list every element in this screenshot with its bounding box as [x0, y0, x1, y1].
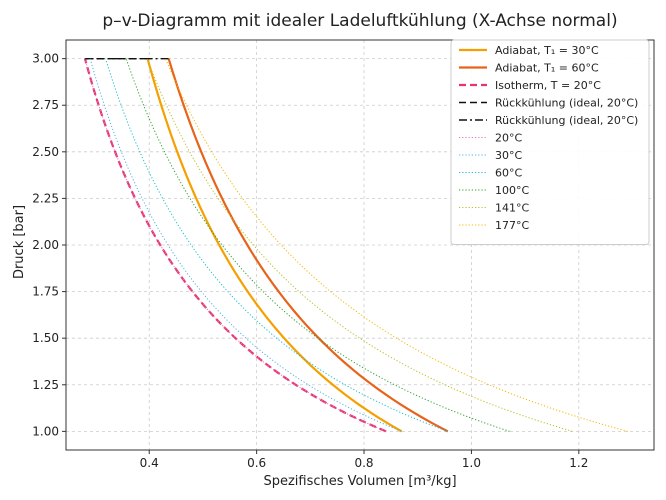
y-tick-label: 2.00 — [32, 238, 59, 252]
y-tick-label: 1.75 — [32, 285, 59, 299]
legend-label: Rückkühlung (ideal, 20°C) — [495, 114, 638, 127]
y-tick-label: 3.00 — [32, 52, 59, 66]
x-tick-label: 0.8 — [354, 456, 373, 470]
x-axis-label: Spezifisches Volumen [m³/kg] — [263, 474, 456, 489]
series-line — [146, 58, 403, 433]
y-tick-label: 1.25 — [32, 378, 59, 392]
legend-label: Adiabat, T₁ = 30°C — [495, 44, 599, 57]
legend-label: 141°C — [495, 202, 529, 215]
tick-layer: 0.4 0.6 0.8 1.0 1.2 1.00 1.25 1.50 1.75 2.00 2.25 2… — [32, 52, 588, 470]
series-line — [167, 58, 449, 433]
legend: Adiabat, T₁ = 30°C Adiabat, T₁ = 60°C Isot… — [450, 39, 650, 245]
legend-label: 100°C — [495, 184, 529, 197]
series-line — [89, 58, 402, 432]
legend-label: Rückkühlung (ideal, 20°C) — [495, 97, 638, 110]
y-tick-label: 2.50 — [32, 145, 59, 159]
legend-label: 177°C — [495, 219, 529, 232]
x-tick-label: 0.4 — [140, 456, 159, 470]
series-layer — [83, 57, 628, 433]
y-tick-label: 1.00 — [32, 424, 59, 438]
y-tick-label: 1.50 — [32, 331, 59, 345]
series-line — [146, 58, 573, 432]
series-line — [84, 58, 387, 432]
x-tick-label: 1.0 — [462, 456, 481, 470]
series-line — [125, 58, 510, 432]
legend-label: 30°C — [495, 149, 522, 162]
legend-box — [450, 39, 650, 245]
legend-label: Isotherm, T = 20°C — [495, 79, 601, 92]
legend-label: 60°C — [495, 167, 522, 180]
y-axis-label: Druck [bar] — [12, 205, 27, 279]
y-tick-label: 2.75 — [32, 98, 59, 112]
x-tick-label: 0.6 — [247, 456, 266, 470]
chart-title: p–v-Diagramm mit idealer Ladeluftkühlung… — [102, 11, 617, 31]
y-tick-label: 2.25 — [32, 191, 59, 205]
x-tick-label: 1.2 — [569, 456, 588, 470]
legend-label: Adiabat, T₁ = 60°C — [495, 62, 599, 75]
series-line — [165, 58, 628, 432]
legend-label: 20°C — [495, 132, 522, 145]
